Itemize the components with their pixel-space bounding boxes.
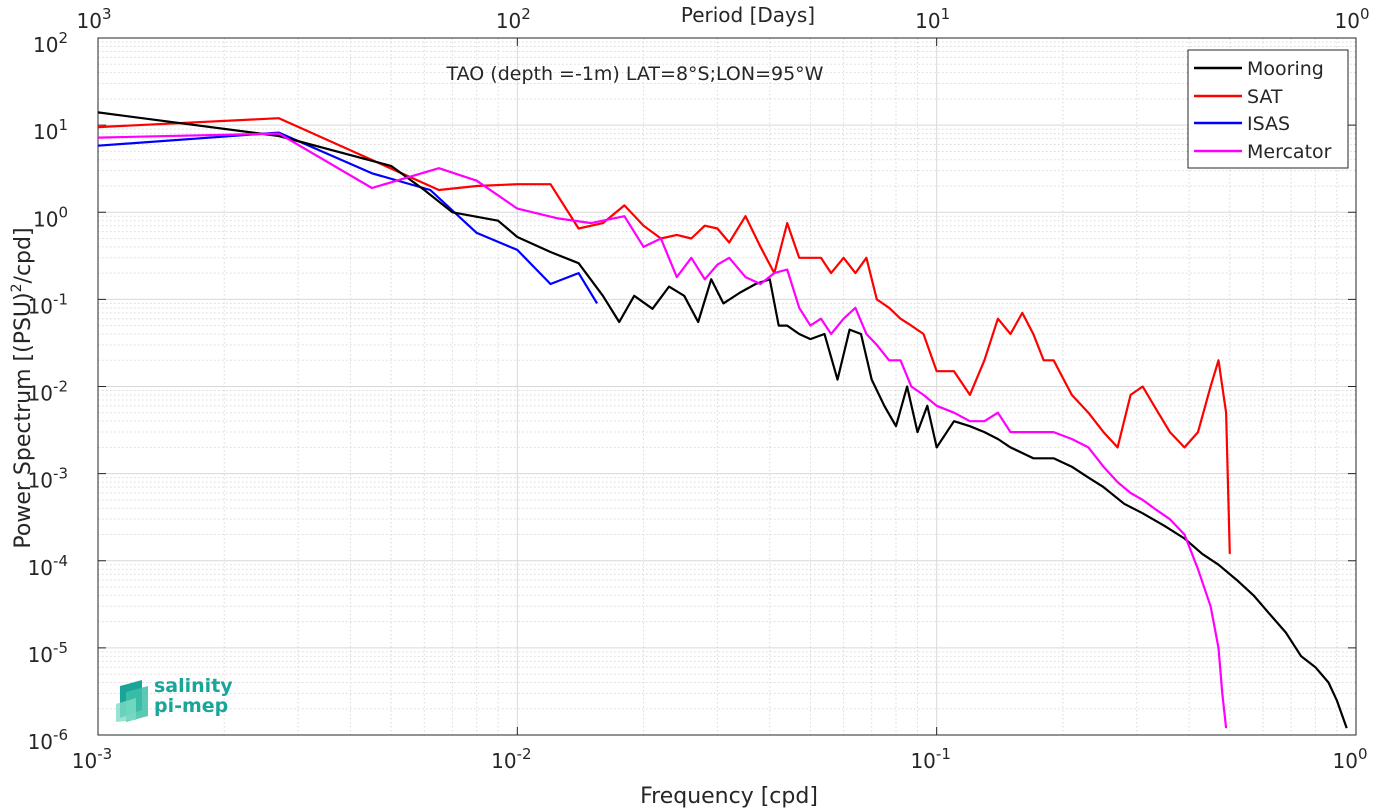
legend-box [1187, 49, 1349, 169]
x-tick-label: 10-3 [72, 745, 112, 773]
y-tick-label: 10-1 [28, 290, 68, 318]
y-tick-labels: 102 101 100 10-1 10-2 10-3 10-4 10-5 10-6 [28, 29, 68, 754]
logo-wave-icon [116, 680, 148, 722]
legend-label-mercator: Mercator [1247, 141, 1332, 163]
series-line-mercator [97, 132, 1228, 729]
top-tick-label: 101 [915, 5, 950, 33]
y-axis-label-sup: 2 [9, 283, 25, 292]
y-axis-label-tail: /cpd] [11, 227, 36, 283]
x-tick-label: 100 [1333, 745, 1368, 773]
legend-label-mooring: Mooring [1247, 58, 1324, 80]
logo-text-salinity: salinity [154, 675, 233, 697]
legend-label-isas: ISAS [1247, 113, 1290, 135]
grid-lines [97, 38, 1356, 736]
series-line-sat [97, 117, 1231, 554]
top-tick-labels: 103 102 101 100 [77, 5, 1370, 33]
chart-title: TAO (depth =-1m) LAT=8°S;LON=95°W [446, 63, 824, 85]
series-line-isas [97, 131, 599, 304]
x-tick-label: 10-2 [491, 745, 531, 773]
x-tick-label: 10-1 [910, 745, 950, 773]
logo-text-pi-mep: pi-mep [154, 695, 229, 717]
x-tick-labels: 10-3 10-2 10-1 100 [72, 745, 1368, 773]
legend: Mooring SAT ISAS Mercator [1187, 49, 1349, 169]
top-tick-label: 102 [496, 5, 531, 33]
y-axis-label: Power Spectrum [(PSU)2/cpd] [9, 227, 36, 548]
series-line-mooring [97, 111, 1348, 729]
top-axis-label: Period [Days] [681, 3, 815, 27]
top-tick-label: 103 [77, 5, 112, 33]
top-tick-label: 100 [1335, 5, 1370, 33]
y-tick-label: 10-6 [28, 726, 68, 754]
salinity-pi-mep-logo: salinity pi-mep [116, 672, 256, 724]
y-tick-label: 100 [33, 203, 68, 231]
y-tick-label: 102 [33, 29, 68, 57]
y-tick-label: 101 [33, 116, 68, 144]
series-layer [97, 111, 1348, 729]
y-tick-label: 10-2 [28, 378, 68, 406]
y-tick-label: 10-3 [28, 465, 68, 493]
tick-marks [97, 37, 1357, 736]
y-tick-label: 10-5 [28, 639, 68, 667]
y-axis-label-main: Power Spectrum [(PSU) [11, 292, 36, 548]
x-axis-label: Frequency [cpd] [640, 784, 818, 809]
legend-label-sat: SAT [1247, 86, 1283, 108]
y-tick-label: 10-4 [28, 552, 68, 580]
